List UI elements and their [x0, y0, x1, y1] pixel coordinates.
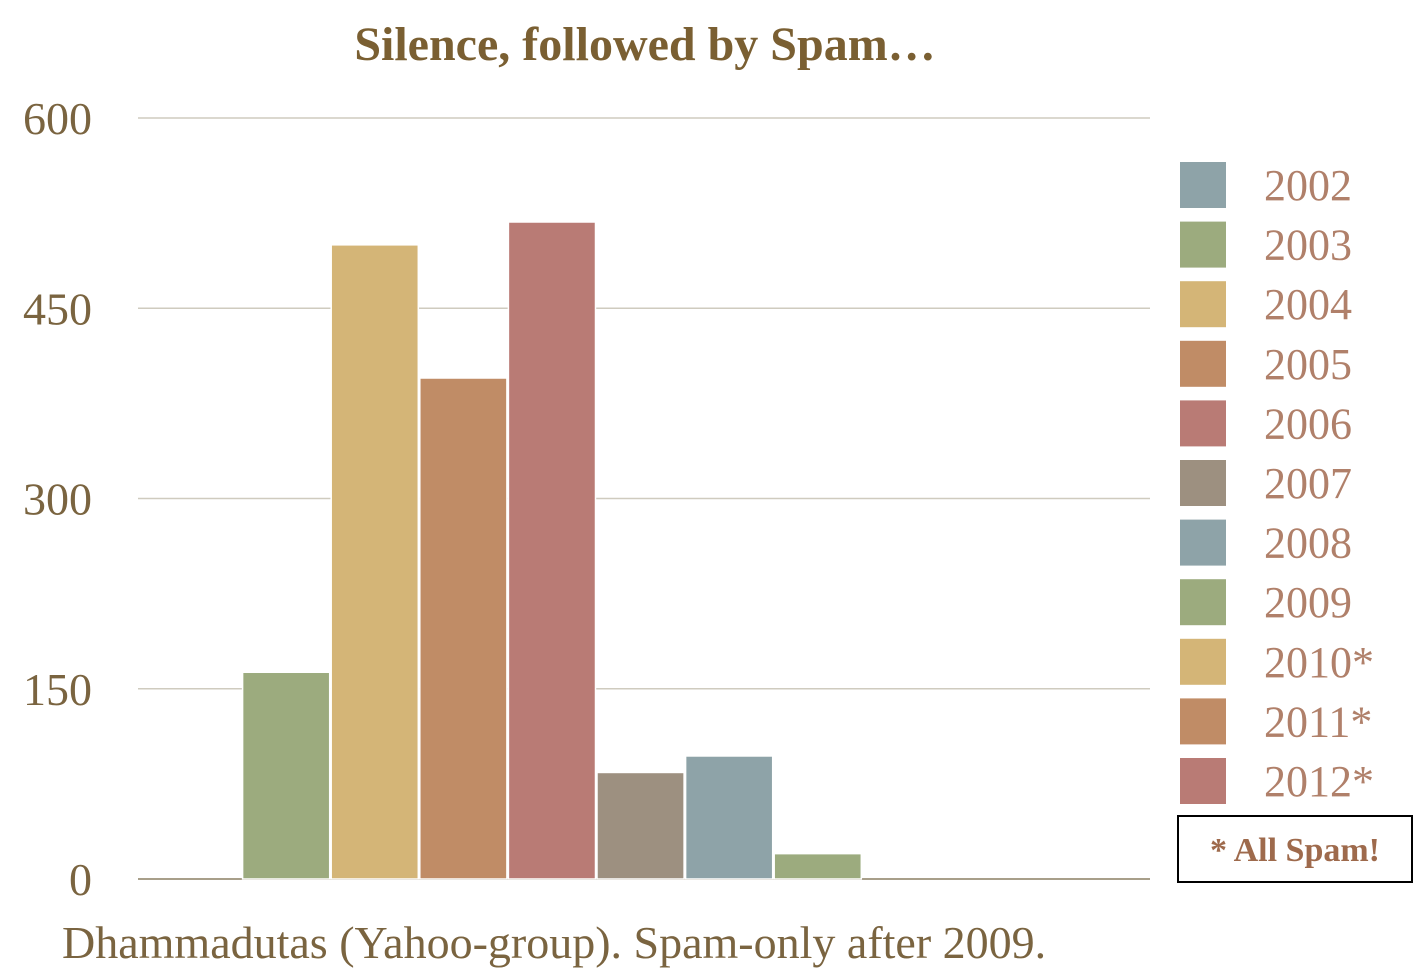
legend-label: 2011* [1264, 697, 1372, 746]
y-tick-label: 600 [23, 93, 92, 144]
legend-swatch [1180, 579, 1226, 626]
legend-label: 2006 [1264, 399, 1352, 448]
legend-swatch [1180, 400, 1226, 447]
bar-2007 [596, 771, 685, 880]
legend-note: * All Spam! [1177, 815, 1413, 883]
bar-2003 [241, 671, 331, 880]
bar-2006 [507, 221, 597, 880]
y-tick-label: 450 [23, 283, 92, 334]
legend-swatch [1180, 221, 1226, 268]
legend-swatch [1180, 460, 1226, 506]
legend-swatch [1180, 281, 1226, 328]
legend-swatch [1180, 340, 1226, 387]
legend-label: 2009 [1264, 578, 1352, 627]
legend-swatch [1180, 638, 1226, 685]
bar-2008 [684, 755, 774, 880]
legend-swatch [1180, 519, 1226, 566]
bar-2005 [419, 377, 508, 880]
chart-caption: Dhammadutas (Yahoo-group). Spam-only aft… [62, 917, 1046, 968]
legend-label: 2005 [1264, 340, 1352, 389]
legend-label: 2002 [1264, 161, 1352, 210]
bar-2004 [330, 244, 420, 880]
legend-note-text: * All Spam! [1210, 832, 1380, 869]
legend-label: 2012* [1264, 757, 1374, 806]
legend: 2002 2003 2004 2005 2006 2007 2008 2009 2010* 201… [1180, 161, 1374, 806]
legend-label: 2008 [1264, 519, 1352, 568]
y-tick-label: 300 [23, 474, 92, 525]
y-tick-label: 0 [69, 854, 92, 905]
bars [241, 221, 863, 880]
chart-title: Silence, followed by Spam… [354, 18, 935, 71]
bar-2009 [773, 852, 863, 880]
legend-label: 2007 [1264, 459, 1352, 508]
legend-label: 2004 [1264, 280, 1352, 329]
y-axis-ticks: 0 150 300 450 600 [23, 93, 92, 905]
legend-swatch [1180, 758, 1226, 804]
legend-swatch [1180, 162, 1226, 208]
legend-label: 2003 [1264, 221, 1352, 270]
y-tick-label: 150 [23, 664, 92, 715]
legend-swatch [1180, 698, 1226, 745]
legend-note-box [1177, 815, 1413, 883]
legend-label: 2010* [1264, 638, 1374, 687]
